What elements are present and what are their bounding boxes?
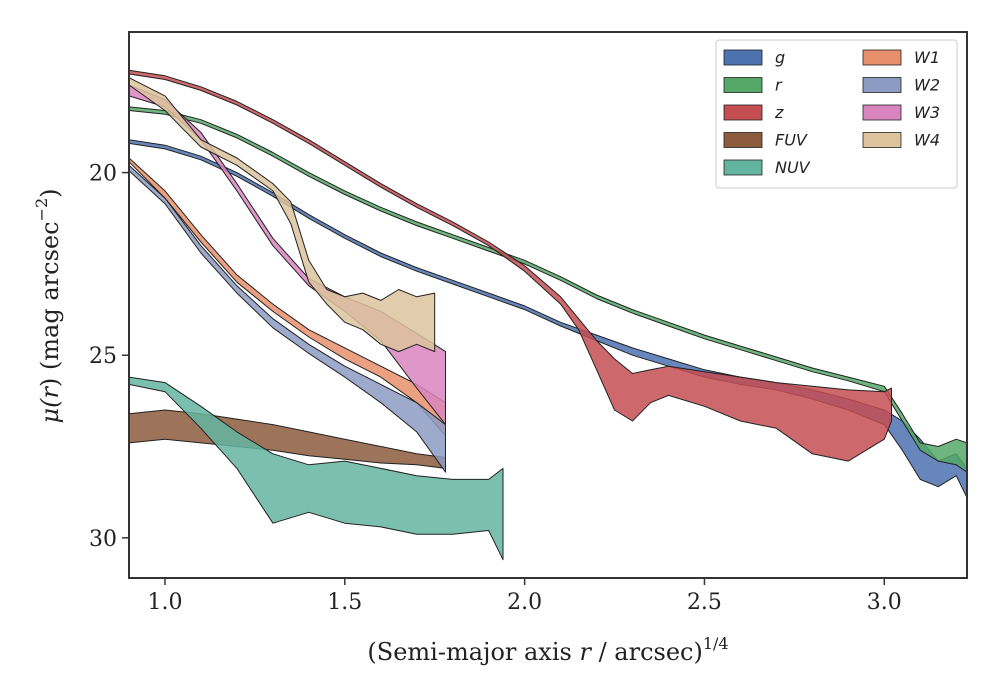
series-band-w4 bbox=[128, 77, 436, 353]
x-tick-label: 1.0 bbox=[147, 590, 182, 615]
y-axis-label-end: ) bbox=[36, 188, 64, 197]
legend-label-w3: W3 bbox=[914, 103, 940, 122]
y-tick-label: 30 bbox=[89, 527, 117, 552]
series-band-w2 bbox=[128, 164, 446, 473]
legend-swatch-nuv bbox=[723, 159, 763, 176]
series-layer bbox=[128, 69, 968, 561]
x-axis-label-sup: 1/4 bbox=[703, 634, 729, 653]
x-axis-label-var: r bbox=[579, 638, 592, 666]
x-tick-label: 2.0 bbox=[507, 590, 542, 615]
legend-swatch-w2 bbox=[862, 77, 902, 93]
y-axis-label-mu: μ( bbox=[36, 398, 64, 424]
x-tick-label: 3.0 bbox=[867, 590, 902, 615]
legend-label-w4: W4 bbox=[914, 131, 940, 150]
y-axis-label-var: r bbox=[36, 386, 64, 399]
plot-frame bbox=[128, 31, 968, 579]
y-axis-ticks: 20 25 30 bbox=[89, 162, 129, 552]
series-band-w3 bbox=[128, 84, 446, 426]
y-tick-label: 25 bbox=[89, 344, 117, 369]
x-axis-label-mid: / arcsec) bbox=[591, 638, 703, 666]
x-axis-label: (Semi-major axis r / arcsec)1/4 bbox=[367, 634, 728, 666]
x-axis-label-prefix: (Semi-major axis bbox=[367, 638, 579, 666]
legend-swatch-r bbox=[723, 77, 763, 93]
legend-label-w2: W2 bbox=[914, 76, 940, 95]
y-tick-label: 20 bbox=[89, 162, 117, 187]
legend: grz FUV NUV W1 W2 W3 W4 bbox=[715, 39, 958, 189]
legend-swatch-w1 bbox=[862, 49, 902, 66]
legend-label-z: z bbox=[774, 103, 784, 122]
y-axis-label-sup: −2 bbox=[32, 198, 51, 222]
legend-label-w1: W1 bbox=[914, 48, 940, 67]
y-axis-label-unit: (mag arcsec bbox=[36, 221, 64, 377]
y-axis-label-close: ) bbox=[36, 378, 64, 387]
legend-label-r: r bbox=[775, 76, 783, 95]
series-band-nuv bbox=[128, 376, 504, 561]
legend-swatch-w3 bbox=[862, 104, 902, 121]
legend-label-g: g bbox=[775, 48, 785, 67]
y-axis-label: μ(r) (mag arcsec−2) bbox=[32, 188, 64, 423]
legend-swatch-w4 bbox=[862, 132, 902, 148]
legend-label-nuv: NUV bbox=[775, 158, 811, 177]
x-tick-label: 2.5 bbox=[687, 590, 722, 615]
legend-swatch-g bbox=[723, 49, 763, 66]
legend-swatch-fuv bbox=[723, 132, 763, 148]
series-band-z bbox=[128, 69, 892, 462]
legend-frame bbox=[715, 39, 958, 189]
legend-label-fuv: FUV bbox=[775, 131, 808, 150]
x-axis-ticks: 1.0 1.5 2.0 2.5 3.0 bbox=[147, 578, 902, 615]
legend-swatch-z bbox=[723, 104, 763, 121]
x-tick-label: 1.5 bbox=[327, 590, 362, 615]
